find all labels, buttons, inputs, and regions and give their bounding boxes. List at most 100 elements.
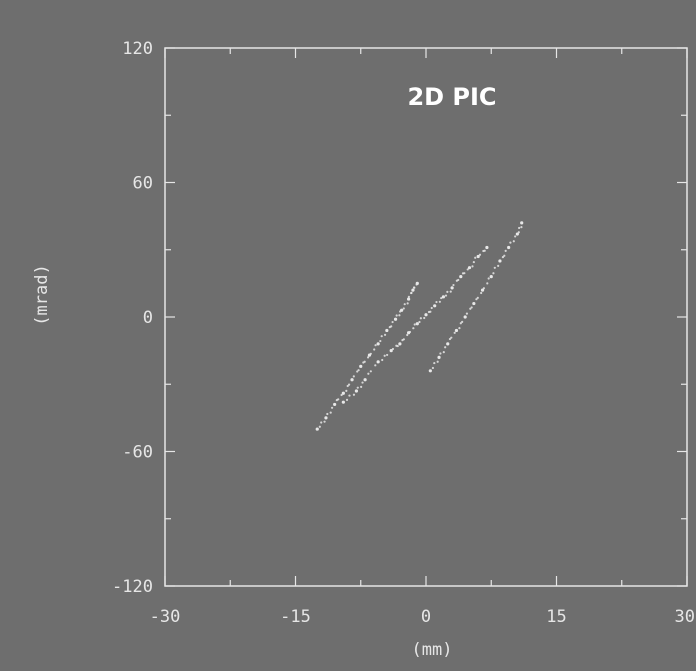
x-tick-label: 30 — [675, 607, 695, 627]
data-point — [383, 333, 387, 336]
data-point — [429, 310, 432, 313]
data-point — [407, 295, 410, 298]
data-point — [361, 381, 364, 384]
data-point — [348, 394, 351, 397]
data-point — [446, 342, 450, 346]
data-point — [498, 259, 502, 263]
data-point — [472, 301, 476, 306]
data-point — [393, 317, 398, 321]
data-point — [396, 344, 399, 348]
data-point — [520, 226, 523, 229]
data-point — [419, 317, 422, 320]
data-point — [341, 400, 345, 404]
data-points — [315, 221, 524, 431]
data-point — [357, 369, 360, 372]
data-point — [446, 290, 449, 293]
data-point — [389, 349, 393, 353]
data-point — [320, 421, 323, 424]
data-point — [435, 300, 438, 304]
data-point — [330, 406, 334, 409]
data-point — [390, 325, 393, 328]
data-point — [403, 303, 406, 306]
data-point — [345, 398, 349, 401]
data-point — [356, 386, 359, 389]
data-point — [459, 275, 463, 279]
data-point — [436, 360, 439, 363]
data-point — [340, 393, 343, 397]
data-point — [433, 361, 436, 365]
data-point — [459, 322, 462, 325]
data-point — [437, 355, 441, 359]
chart-title: 2D PIC — [407, 83, 496, 111]
data-point — [476, 254, 480, 259]
data-point — [406, 333, 409, 337]
data-point — [483, 249, 486, 252]
data-point — [514, 235, 517, 238]
x-tick-label: 15 — [546, 607, 566, 627]
y-tick-label: 60 — [133, 174, 153, 194]
x-tick-label: -30 — [150, 607, 181, 627]
data-point — [395, 314, 398, 317]
data-point — [350, 378, 354, 382]
data-point — [376, 342, 380, 346]
data-point — [449, 290, 452, 293]
x-tick-label: -15 — [280, 607, 311, 627]
data-point — [366, 356, 370, 359]
data-point — [359, 364, 363, 368]
data-point — [398, 342, 402, 346]
data-point — [423, 316, 426, 320]
data-point — [352, 393, 356, 396]
x-axis-label: (mm) — [412, 640, 453, 660]
plot-frame — [164, 47, 688, 587]
data-point — [517, 231, 520, 234]
data-point — [400, 308, 404, 312]
data-point — [453, 331, 456, 334]
data-point — [497, 264, 500, 267]
data-point — [318, 425, 321, 428]
data-point — [415, 322, 419, 326]
data-point — [346, 384, 349, 388]
data-point — [385, 328, 389, 333]
data-point — [466, 268, 469, 271]
data-point — [512, 240, 515, 243]
data-point — [345, 389, 348, 392]
data-point — [433, 304, 437, 308]
data-point — [408, 330, 412, 334]
data-point — [476, 296, 479, 299]
data-point — [450, 336, 453, 339]
data-point — [428, 369, 432, 373]
data-point — [450, 286, 454, 290]
data-point — [341, 391, 345, 395]
data-point — [444, 346, 447, 349]
x-tick-labels: -30 -15 0 15 30 — [150, 607, 695, 627]
y-tick-label: -60 — [122, 443, 153, 463]
data-point — [509, 241, 512, 244]
data-point — [380, 335, 383, 338]
data-point — [410, 291, 413, 294]
data-point — [418, 320, 421, 324]
data-point — [413, 286, 416, 289]
data-point — [475, 298, 478, 301]
data-point — [398, 314, 401, 317]
data-point — [333, 402, 337, 407]
data-point — [406, 302, 409, 305]
data-point — [363, 360, 366, 363]
data-point — [501, 255, 505, 259]
y-tick-label: 0 — [143, 308, 153, 328]
data-point — [438, 300, 441, 303]
data-point — [440, 296, 443, 300]
data-point — [515, 232, 519, 236]
data-point — [444, 294, 448, 297]
y-tick-label: 120 — [122, 39, 153, 59]
data-point — [356, 370, 359, 373]
data-point — [347, 383, 351, 386]
data-point — [383, 354, 386, 357]
data-point — [430, 306, 433, 310]
data-point — [411, 288, 415, 292]
data-point — [485, 245, 489, 250]
data-point — [381, 358, 384, 362]
data-point — [471, 265, 474, 268]
y-tick-label: -120 — [112, 577, 153, 597]
data-point — [374, 364, 377, 367]
